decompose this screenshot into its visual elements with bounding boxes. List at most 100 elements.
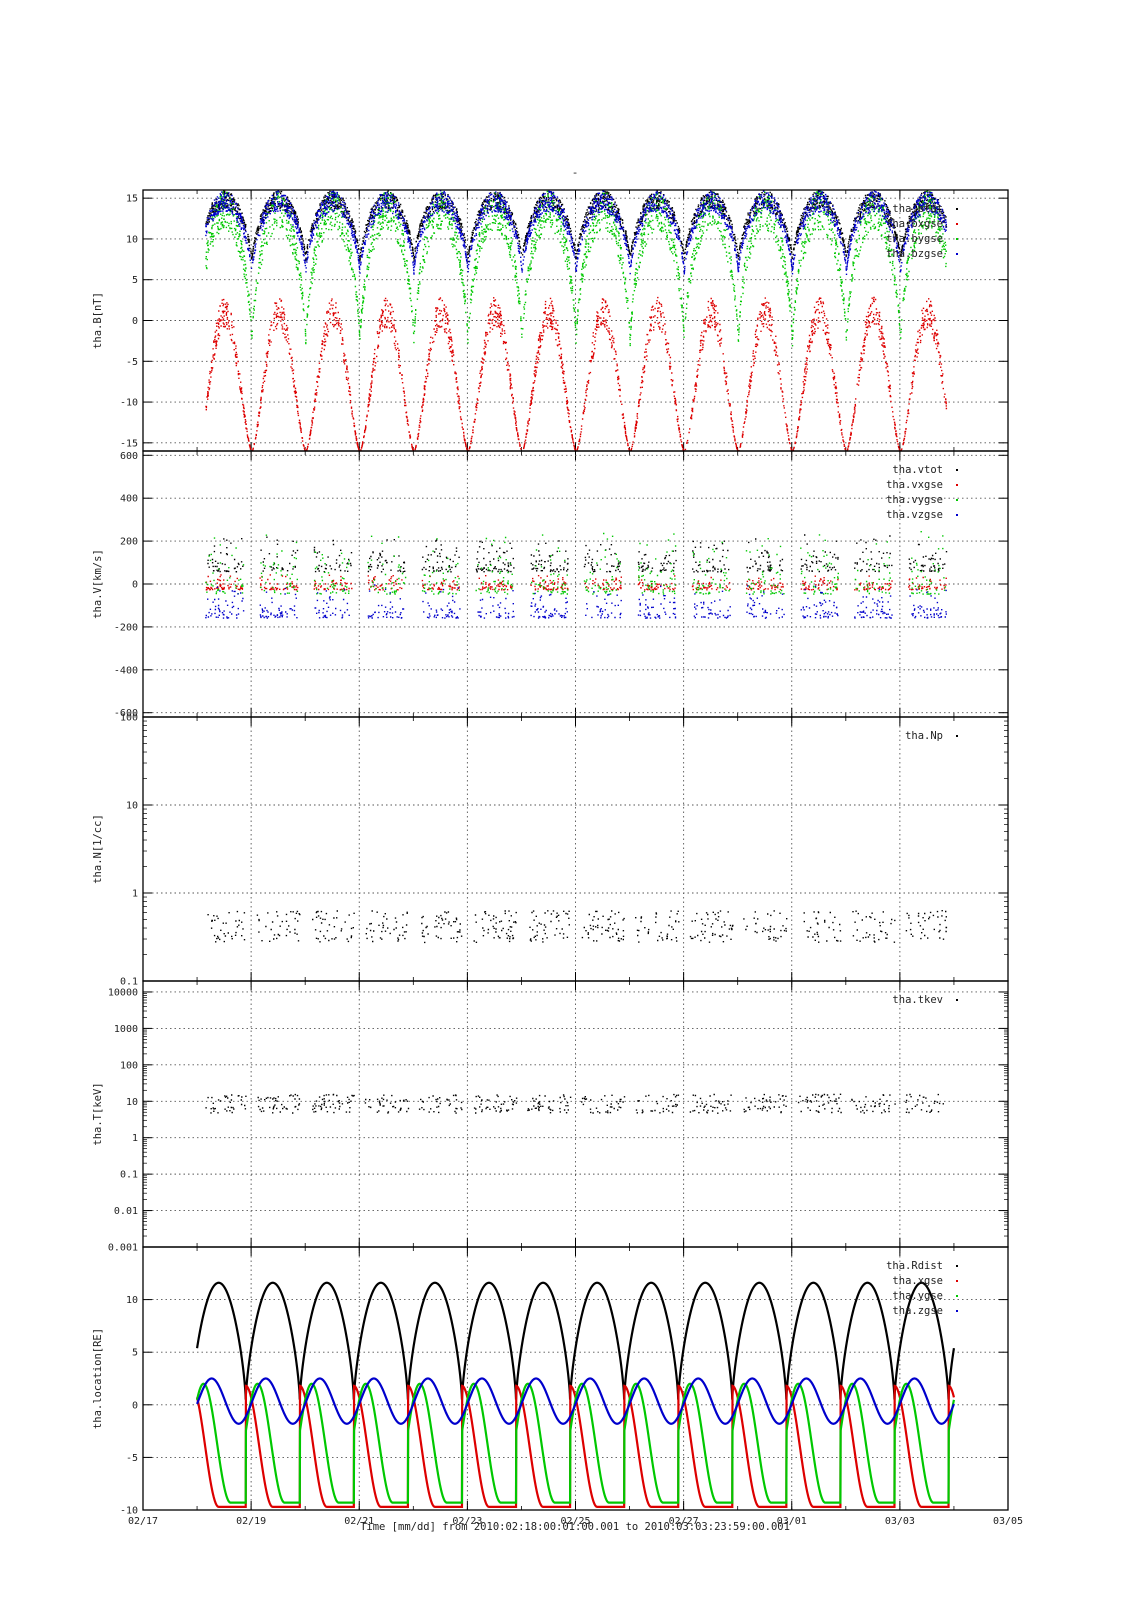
- legend-label-tha-vxgse: tha.vxgse: [886, 479, 943, 491]
- legend-swatch-tha-zgse: [956, 1310, 958, 1312]
- y-tick-label: -10: [120, 398, 138, 409]
- legend-label-tha-bzgse: tha.bzgse: [886, 248, 943, 260]
- series-line-tha-rdist: [195, 1281, 956, 1400]
- y-tick-label: -15: [120, 438, 138, 449]
- series-points-tha-vzgse: [205, 584, 947, 619]
- series-point-cloud-tha-btot: [205, 190, 948, 263]
- legend-label-tha-vtot: tha.vtot: [892, 464, 943, 476]
- series-points-tha-bxgse: [205, 296, 948, 451]
- y-tick-label: -600: [114, 708, 138, 719]
- x-axis-caption: Time [mm/dd] from 2010:02:18:00:01:00.00…: [360, 1521, 790, 1533]
- legend-label-tha-tkev: tha.tkev: [892, 994, 943, 1006]
- data-layer: [195, 1281, 956, 1508]
- panel-tha-b-nt: 15 10 5 0 -5 -10 -15 tha.B[nT] tha.btot tha.bxgse…: [92, 189, 1009, 452]
- y-tick-label: 0: [132, 1400, 138, 1411]
- legend-swatch-tha-bzgse: [956, 253, 958, 255]
- series-point-cloud-tha-bzgse: [205, 190, 947, 275]
- y-tick-label: 1: [132, 1133, 138, 1144]
- legend-label-tha-vygse: tha.vygse: [886, 494, 943, 506]
- series-point-cloud-tha-vzgse: [205, 584, 947, 619]
- figure-title-mark: -: [572, 166, 579, 179]
- legend: tha.Np: [905, 730, 958, 742]
- legend: tha.Rdist tha.xgse tha.ygse tha.zgse: [886, 1260, 958, 1317]
- y-tick-label: 200: [120, 537, 138, 548]
- legend-swatch-tha-tkev: [956, 999, 958, 1001]
- data-layer: [205, 190, 948, 451]
- x-tick-label: 02/27: [669, 1516, 699, 1527]
- legend-swatch-tha-np: [956, 735, 958, 737]
- data-layer: [205, 531, 948, 619]
- y-axis-label: tha.V[km/s]: [92, 549, 104, 619]
- legend-swatch-tha-vtot: [956, 469, 958, 471]
- y-tick-label: 10000: [108, 987, 138, 998]
- panels: 151050-5-10-15tha.B[nT]tha.btottha.bxgse…: [92, 189, 1009, 1517]
- x-tick-label: 03/03: [885, 1516, 915, 1527]
- x-tick-label: 02/17: [128, 1516, 158, 1527]
- y-tick-label: 1000: [114, 1024, 138, 1035]
- y-tick-label: 100: [120, 1060, 138, 1071]
- x-tick-label: 02/25: [560, 1516, 590, 1527]
- series-points-tha-vygse: [205, 531, 947, 595]
- legend-label-tha-xgse: tha.xgse: [892, 1275, 943, 1287]
- series-points-tha-bzgse: [205, 190, 947, 275]
- legend-swatch-tha-vygse: [956, 499, 958, 501]
- legend-swatch-tha-rdist: [956, 1265, 958, 1267]
- panel-frame: [142, 1246, 1009, 1511]
- y-tick-label: 400: [120, 494, 138, 505]
- x-axis: 02/17 02/19 02/21 02/23 02/25 02/27 03/01 03/03…: [128, 1516, 1023, 1527]
- y-tick-label: -400: [114, 665, 138, 676]
- x-tick-label: 03/01: [777, 1516, 807, 1527]
- y-tick-label: 1: [132, 889, 138, 900]
- y-tick-label: 5: [132, 1348, 138, 1359]
- y-tick-label: 10: [126, 1097, 138, 1108]
- legend-swatch-tha-xgse: [956, 1280, 958, 1282]
- y-tick-label: 0: [132, 316, 138, 327]
- legend-label-tha-rdist: tha.Rdist: [886, 1260, 943, 1272]
- y-tick-label: 10: [126, 234, 138, 245]
- series-points-tha-vxgse: [205, 574, 947, 591]
- y-tick-label: -5: [126, 357, 138, 368]
- y-axis-label: tha.location[RE]: [92, 1328, 104, 1429]
- y-tick-label: 0.1: [120, 1170, 138, 1181]
- legend-swatch-tha-ygse: [956, 1295, 958, 1297]
- y-axis-label: tha.B[nT]: [92, 292, 104, 349]
- y-tick-label: 600: [120, 451, 138, 462]
- legend-label-tha-ygse: tha.ygse: [892, 1290, 943, 1302]
- y-tick-label: 0.01: [114, 1206, 138, 1217]
- legend-label-tha-bxgse: tha.bxgse: [886, 218, 943, 230]
- legend-label-tha-vzgse: tha.vzgse: [886, 509, 943, 521]
- legend-swatch-tha-bxgse: [956, 223, 958, 225]
- y-tick-label: 0.1: [120, 977, 138, 988]
- y-tick-label: -5: [126, 1453, 138, 1464]
- y-tick-label: -10: [120, 1506, 138, 1517]
- series-point-cloud-tha-vygse: [205, 531, 947, 595]
- series-points-tha-bygse: [205, 190, 947, 347]
- legend-swatch-tha-bygse: [956, 238, 958, 240]
- legend: tha.btot tha.bxgse tha.bygse tha.bzgse: [886, 203, 958, 260]
- panel-tha-location-re: 10 5 0 -5 -10 tha.location[RE] tha.Rdist tha.xg…: [92, 1246, 1009, 1517]
- series-line-tha-zgse: [196, 1377, 955, 1425]
- legend-label-tha-zgse: tha.zgse: [892, 1305, 943, 1317]
- legend-swatch-tha-vzgse: [956, 514, 958, 516]
- legend-label-tha-bygse: tha.bygse: [886, 233, 943, 245]
- series-points-tha-btot: [205, 190, 948, 263]
- x-tick-label: 02/19: [236, 1516, 266, 1527]
- y-tick-label: 10: [126, 1295, 138, 1306]
- series-point-cloud-tha-bygse: [205, 190, 947, 347]
- legend-swatch-tha-vxgse: [956, 484, 958, 486]
- x-tick-label: 02/21: [344, 1516, 374, 1527]
- y-axis-label: tha.T[keV]: [92, 1082, 104, 1145]
- panel-tha-v-km-s: 600 400 200 0 -200 -400 -600 tha.V[km/s] tha.vto…: [92, 450, 1009, 719]
- series-point-cloud-tha-bxgse: [205, 296, 948, 451]
- series-line-tha-ygse: [195, 1382, 956, 1504]
- y-tick-label: 5: [132, 275, 138, 286]
- y-axis-label: tha.N[1/cc]: [92, 814, 104, 884]
- series-point-cloud-tha-vxgse: [205, 574, 947, 591]
- legend: tha.vtot tha.vxgse tha.vygse tha.vzgse: [886, 464, 958, 521]
- legend-label-tha-np: tha.Np: [905, 730, 943, 742]
- legend: tha.tkev: [892, 994, 958, 1006]
- y-tick-label: 100: [120, 713, 138, 724]
- y-tick-label: 0: [132, 580, 138, 591]
- y-tick-label: 0.001: [108, 1243, 138, 1254]
